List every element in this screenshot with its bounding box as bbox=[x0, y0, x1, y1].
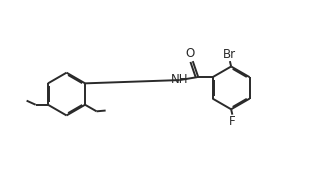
Text: O: O bbox=[186, 47, 195, 60]
Text: F: F bbox=[229, 115, 236, 128]
Text: NH: NH bbox=[170, 73, 188, 86]
Text: Br: Br bbox=[223, 48, 237, 61]
